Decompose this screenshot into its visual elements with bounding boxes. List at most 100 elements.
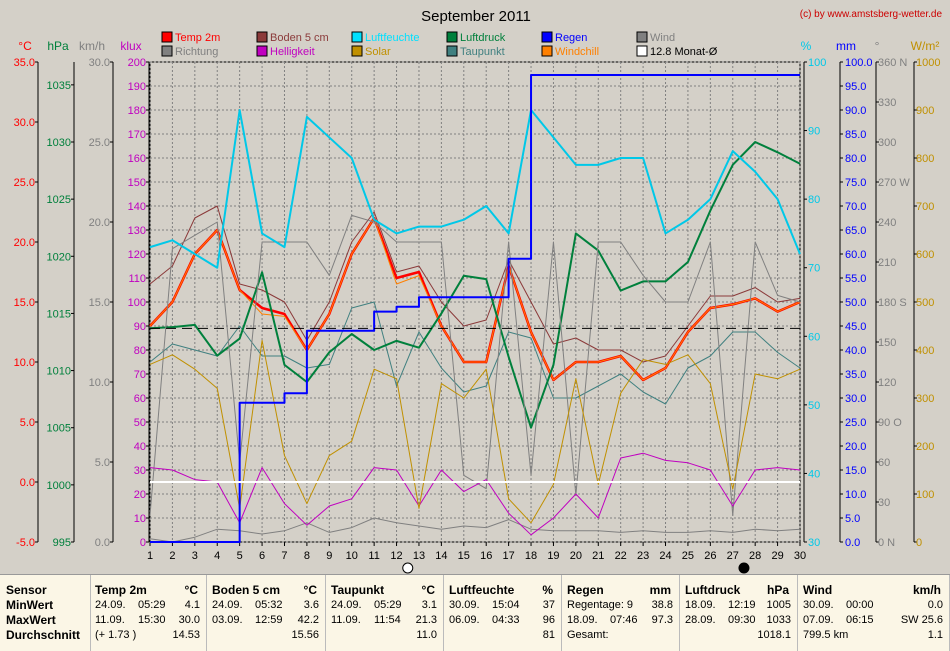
summary-value: 81 — [542, 629, 555, 641]
x-tick-label: 26 — [704, 550, 716, 562]
summary-row-label: Sensor — [6, 583, 47, 597]
summary-date: 24.09. — [212, 599, 243, 611]
x-axis: 1 2 3 4 5 6 7 8 9 10 11 12 13 14 15 16 17 18 19 20 21 22 23 24 2… — [147, 542, 806, 562]
tick-label-hpa: 1015 — [47, 308, 71, 320]
tick-label-klux: 70 — [134, 369, 146, 381]
summary-date: 18.09. — [567, 614, 598, 626]
summary-date: (+ 1.73 ) — [95, 629, 137, 641]
summary-time: 12:59 — [255, 614, 283, 626]
series-wind — [149, 517, 801, 543]
moon-full-icon — [402, 562, 414, 574]
series-group — [149, 73, 801, 543]
tick-label-temp: 25.0 — [14, 177, 35, 189]
tick-label-hpa: 1035 — [47, 80, 71, 92]
x-tick-label: 23 — [637, 550, 649, 562]
tick-label-deg: 300 — [878, 137, 896, 149]
x-tick-label: 2 — [169, 550, 175, 562]
series-regen — [150, 73, 800, 543]
summary-value: 96 — [542, 614, 555, 626]
tick-label-kmh: 5.0 — [95, 457, 110, 469]
tick-label-klux: 10 — [134, 513, 146, 525]
summary-date: 11.09. — [95, 614, 125, 626]
x-tick-label: 1 — [147, 550, 153, 562]
summary-value: 0.0 — [927, 599, 943, 611]
summary-sensor-name: Luftfeuchte — [449, 583, 515, 597]
tick-label-deg: 240 — [878, 217, 896, 229]
axes: 35.0 30.0 25.0 20.0 15.0 10.0 5.0 0.0 -5.0 1035 10… — [14, 57, 941, 549]
summary-time: 00:00 — [846, 599, 874, 611]
tick-label-mm: 0.0 — [845, 537, 860, 549]
series-helligkeit — [149, 452, 801, 536]
tick-label-wm2: 0 — [916, 537, 922, 549]
tick-label-wm2: 400 — [916, 345, 934, 357]
tick-label-mm: 50.0 — [845, 297, 866, 309]
summary-date: 03.09. — [212, 614, 243, 626]
tick-label-deg: 180 S — [878, 297, 907, 309]
moon-markers — [402, 562, 750, 574]
x-tick-label: 19 — [547, 550, 559, 562]
x-tick-label: 29 — [771, 550, 783, 562]
legend-swatch — [636, 31, 648, 43]
tick-label-wm2: 800 — [916, 153, 934, 165]
axis-title-deg: ° — [875, 39, 880, 53]
legend-swatch — [256, 45, 268, 57]
summary-col: Temp 2m °C 24.09. 05:29 4.1 11.09. 15:30 30.0 (+… — [90, 575, 207, 651]
summary-date: 30.09. — [449, 599, 480, 611]
tick-label-klux: 190 — [128, 81, 146, 93]
legend-label: Windchill — [555, 46, 599, 58]
legend-label: Taupunkt — [460, 46, 505, 58]
tick-label-temp: 30.0 — [14, 117, 35, 129]
legend-label: Luftdruck — [460, 32, 506, 44]
summary-unit: % — [542, 583, 553, 597]
tick-label-temp: -5.0 — [16, 537, 35, 549]
legend-swatch — [446, 31, 458, 43]
tick-label-hpa: 1000 — [47, 480, 71, 492]
tick-label-mm: 55.0 — [845, 273, 866, 285]
summary-col: Taupunkt °C 24.09. 05:29 3.1 11.09. 11:54 21.3 1… — [326, 575, 444, 651]
summary-time: 15:30 — [138, 614, 166, 626]
summary-date: Gesamt: — [567, 629, 609, 641]
summary-col: Luftfeuchte% 30.09. 15:04 37 06.09. 04:33 96 81 — [444, 575, 562, 651]
summary-sensor-name: Regen — [567, 583, 604, 597]
x-tick-label: 20 — [570, 550, 582, 562]
summary-date: 07.09. — [803, 614, 834, 626]
moon-new-icon — [738, 562, 750, 574]
series-taupunkt — [149, 301, 801, 405]
summary-date: 799.5 km — [803, 629, 849, 641]
x-tick-label: 30 — [794, 550, 806, 562]
tick-label-mm: 15.0 — [845, 465, 866, 477]
summary-value: 30.0 — [178, 614, 200, 626]
tick-label-klux: 160 — [128, 153, 146, 165]
tick-label-temp: 35.0 — [14, 57, 35, 69]
tick-label-klux: 20 — [134, 489, 146, 501]
tick-label-pct: 90 — [808, 126, 820, 138]
tick-label-temp: 15.0 — [14, 297, 35, 309]
summary-sensor-name: Wind — [803, 583, 833, 597]
summary-date: 30.09. — [803, 599, 834, 611]
summary-time: 07:46 — [610, 614, 638, 626]
tick-label-hpa: 995 — [53, 537, 71, 549]
tick-label-mm: 85.0 — [845, 129, 866, 141]
tick-label-klux: 130 — [128, 225, 146, 237]
tick-label-mm: 65.0 — [845, 225, 866, 237]
summary-value: 21.3 — [415, 614, 437, 626]
summary-table: Sensor MinWert MaxWert Durchschnitt Temp 2m °… — [0, 574, 950, 651]
tick-label-pct: 30 — [808, 537, 820, 549]
summary-unit: °C — [303, 583, 317, 597]
weather-chart: September 2011 (c) by www.amstsberg-wett… — [13, 8, 943, 574]
summary-value: 15.56 — [291, 629, 319, 641]
legend-swatch — [541, 31, 553, 43]
summary-value: 3.1 — [421, 599, 437, 611]
x-tick-label: 25 — [682, 550, 694, 562]
summary-value: 97.3 — [651, 614, 673, 626]
tick-label-pct: 100 — [808, 57, 826, 69]
legend-label: Helligkeit — [270, 46, 315, 58]
x-tick-label: 27 — [727, 550, 739, 562]
summary-date: 11.09. — [331, 614, 361, 626]
tick-label-kmh: 30.0 — [89, 57, 110, 69]
legend-label: Solar — [365, 46, 391, 58]
legend-swatch — [351, 31, 363, 43]
tick-label-klux: 60 — [134, 393, 146, 405]
tick-label-kmh: 10.0 — [89, 377, 110, 389]
summary-value: 3.6 — [303, 599, 319, 611]
